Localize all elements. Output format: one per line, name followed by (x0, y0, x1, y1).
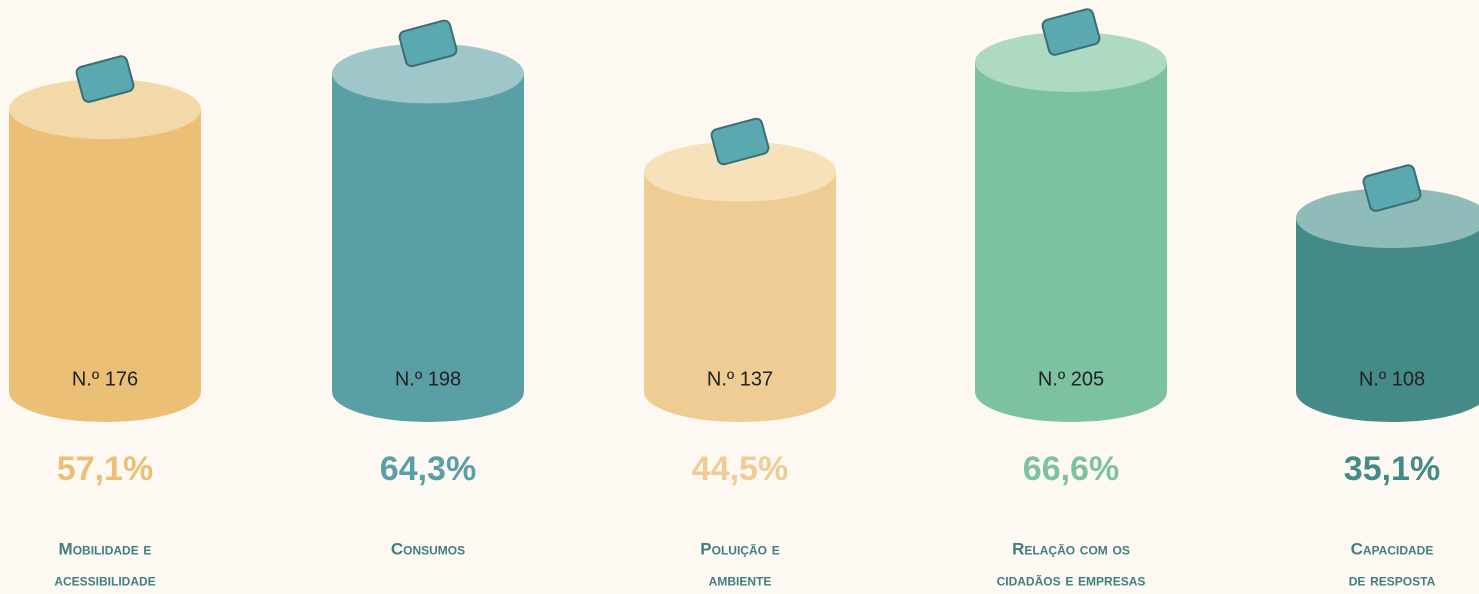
icon (398, 19, 458, 68)
count-label: N.º 205 (1038, 368, 1104, 390)
cylinder-body (9, 108, 201, 393)
count-label: N.º 108 (1359, 368, 1425, 390)
category-label: ambiente (709, 570, 772, 589)
category-label: Relação com os (1012, 539, 1130, 558)
percent-label: 35,1% (1344, 450, 1440, 488)
cylinder-top (9, 79, 201, 140)
category-label: cidadãos e empresas (997, 570, 1146, 589)
icon (1362, 164, 1422, 212)
percent-label: 66,6% (1023, 450, 1119, 488)
cylinder-body (975, 62, 1167, 392)
icon (710, 117, 770, 166)
percent-label: 44,5% (692, 450, 788, 488)
count-label: N.º 137 (707, 368, 773, 390)
cylinder-body (332, 73, 524, 392)
icon (75, 55, 135, 103)
cylinder-top (975, 32, 1167, 92)
cylinder-body (644, 171, 836, 392)
category-label: Poluição e (700, 539, 779, 558)
cylinder-top (332, 43, 524, 104)
category-label: Capacidade (1351, 539, 1434, 558)
category-label: Mobilidade e (59, 539, 152, 558)
percent-label: 64,3% (380, 450, 476, 488)
count-label: N.º 176 (72, 368, 138, 390)
category-label: de resposta (1349, 570, 1436, 589)
category-label: Consumos (391, 539, 465, 558)
count-label: N.º 198 (395, 368, 461, 390)
category-label: acessibilidade (54, 570, 155, 589)
icon (1041, 8, 1101, 56)
cylinder-top (644, 141, 836, 202)
cylinder-top (1296, 188, 1479, 249)
percent-label: 57,1% (57, 450, 153, 488)
